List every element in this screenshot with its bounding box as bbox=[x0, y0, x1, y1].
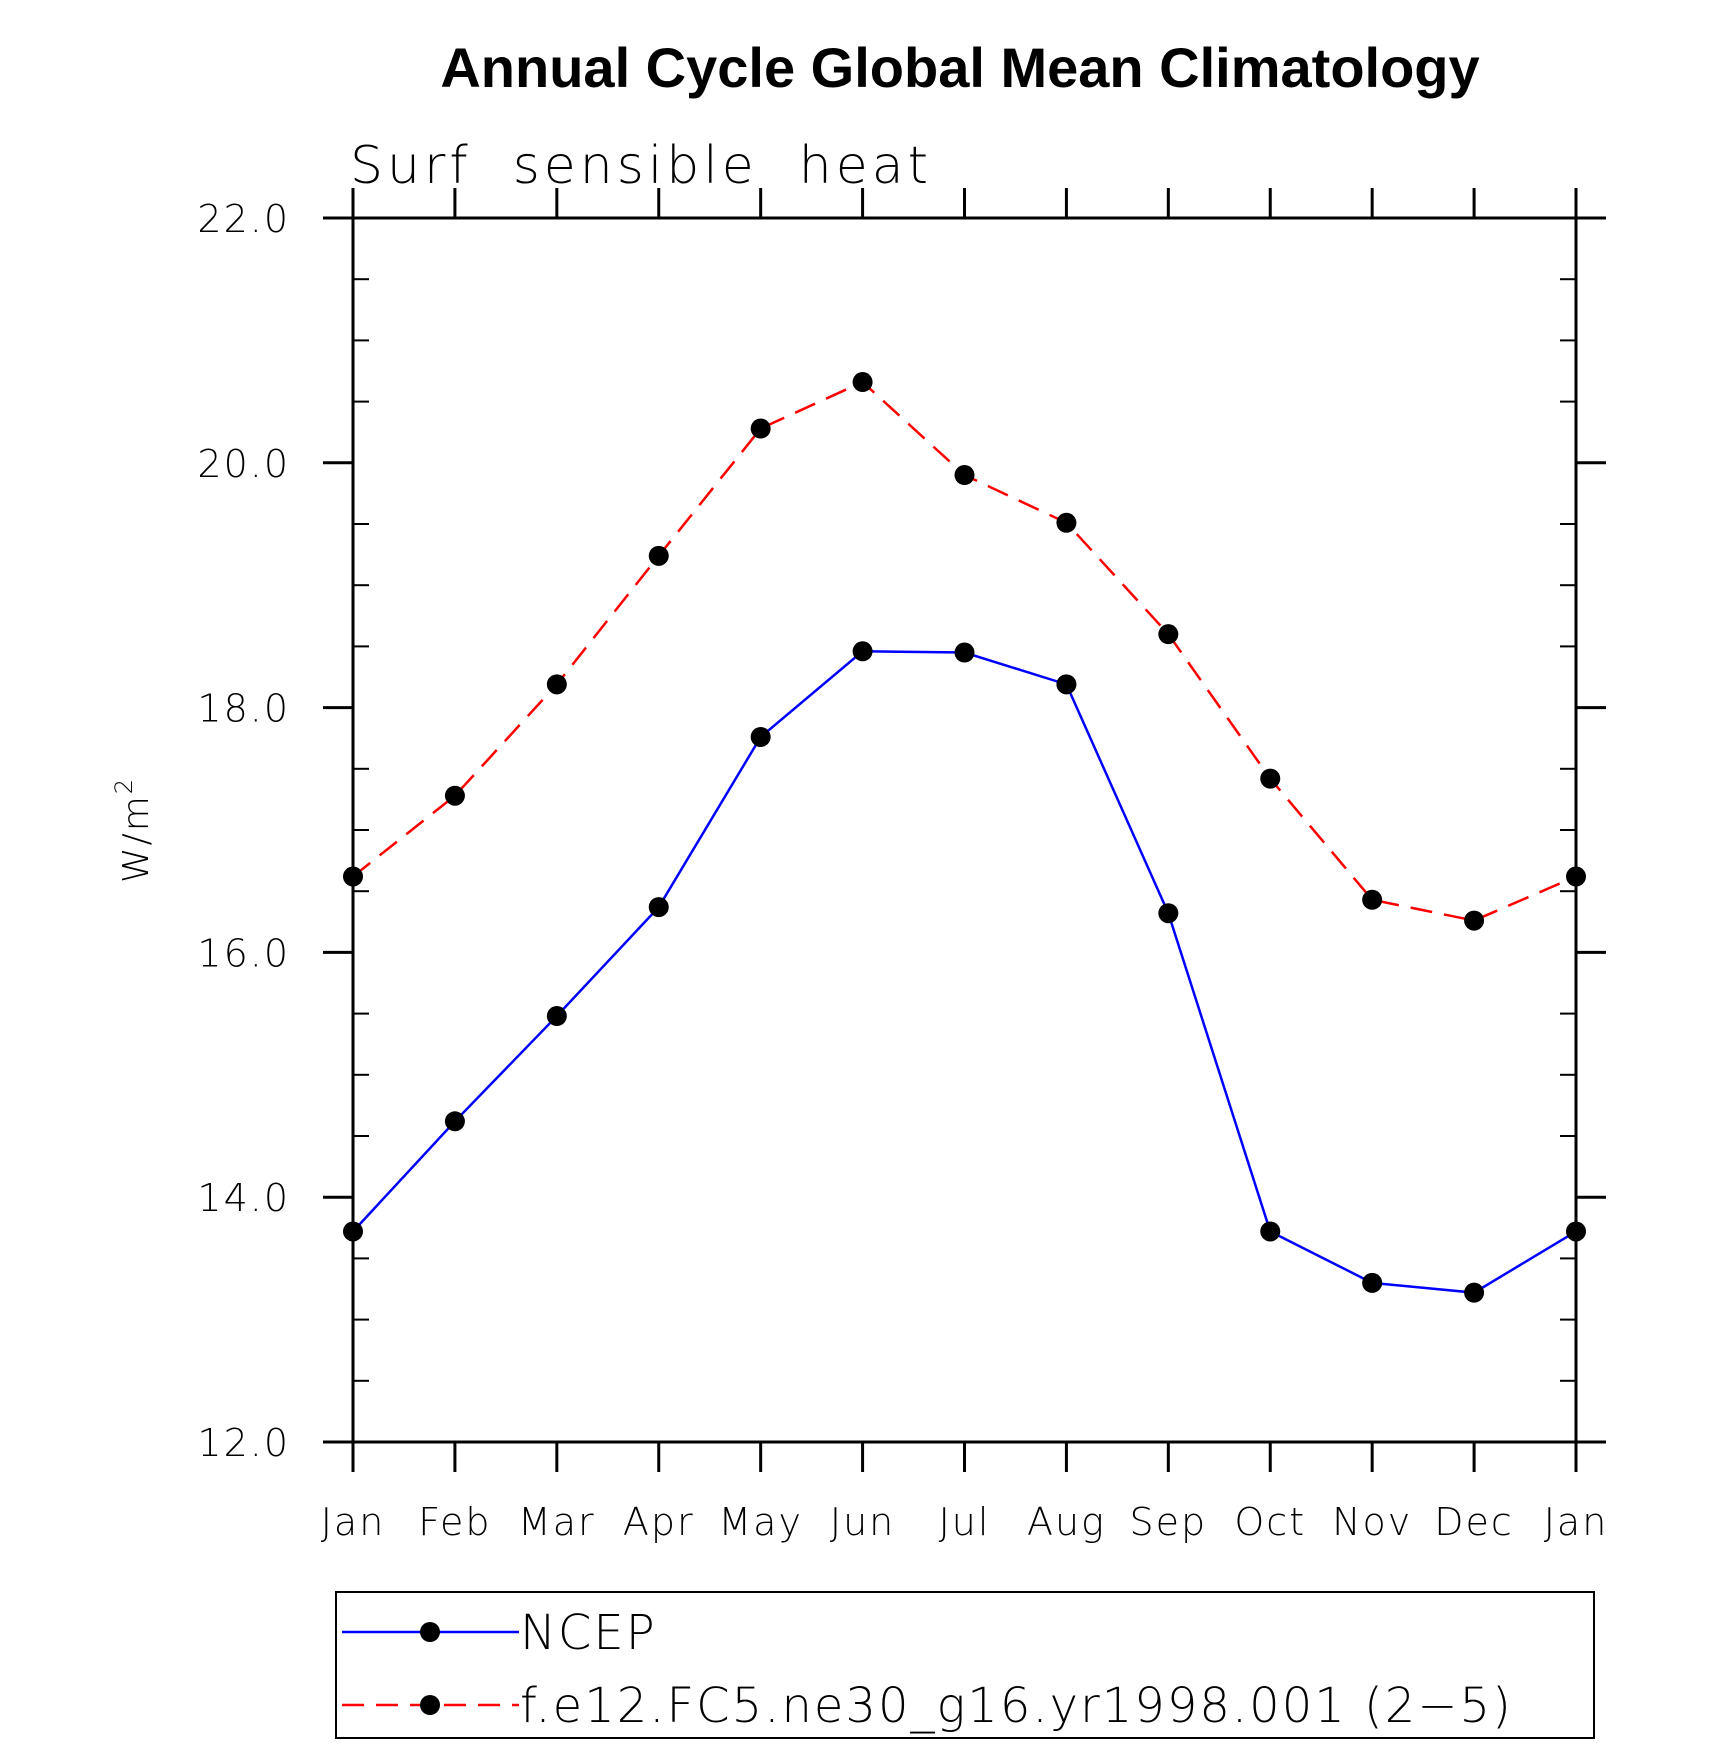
y-tick-label: 14.0 bbox=[197, 1176, 290, 1220]
data-point bbox=[343, 866, 363, 887]
legend: NCEP f.e12.FC5.ne30_g16.yr1998.001 (2−5) bbox=[335, 1591, 1595, 1739]
x-tick-label: Sep bbox=[1130, 1500, 1208, 1544]
y-ticks: 12.0 14.0 16.0 18.0 20.0 22.0 bbox=[197, 197, 1606, 1465]
x-tick-label: Aug bbox=[1027, 1500, 1106, 1544]
data-point bbox=[546, 1006, 567, 1027]
x-tick-label: Nov bbox=[1332, 1500, 1412, 1544]
data-point bbox=[750, 726, 771, 747]
minor-ticks bbox=[353, 278, 1576, 1382]
data-point bbox=[1056, 512, 1077, 533]
x-tick-label: May bbox=[718, 1500, 803, 1544]
data-point bbox=[1566, 1221, 1586, 1242]
x-tick-label: Mar bbox=[518, 1500, 596, 1544]
data-point bbox=[1362, 1272, 1383, 1293]
data-point bbox=[1566, 866, 1586, 887]
x-tick-label: Jan bbox=[321, 1500, 386, 1544]
chart-title: Annual Cycle Global Mean Climatology bbox=[440, 36, 1479, 99]
data-point bbox=[852, 372, 873, 393]
data-point bbox=[1260, 768, 1281, 789]
y-tick-label: 12.0 bbox=[197, 1421, 290, 1465]
x-tick-label: Dec bbox=[1434, 1500, 1514, 1544]
x-tick-label: Oct bbox=[1234, 1500, 1306, 1544]
x-tick-label: Apr bbox=[623, 1500, 695, 1544]
x-tick-label: Jun bbox=[830, 1500, 895, 1544]
plot-frame bbox=[351, 216, 1578, 1444]
x-tick-label: Jul bbox=[939, 1500, 991, 1544]
legend-marker-1 bbox=[420, 1695, 440, 1715]
x-ticks: Jan Feb Mar Apr May Jun Jul Aug Sep Oct Nov Dec Jan bbox=[321, 188, 1609, 1544]
y-axis-label-text: W/m bbox=[116, 794, 157, 883]
data-point bbox=[444, 1111, 465, 1132]
plot-border bbox=[351, 216, 1578, 1444]
data-point bbox=[1362, 889, 1383, 910]
data-point bbox=[1056, 674, 1077, 695]
data-point bbox=[1158, 903, 1179, 924]
data-point bbox=[648, 897, 669, 918]
legend-box bbox=[335, 1591, 1595, 1739]
svg-text:W/m2: W/m2 bbox=[110, 777, 157, 883]
y-axis-label: W/m2 bbox=[110, 777, 157, 883]
data-point bbox=[1260, 1221, 1281, 1242]
series-markers bbox=[343, 372, 1586, 1303]
series-line-0 bbox=[352, 650, 1577, 1294]
legend-label-0: NCEP bbox=[520, 1605, 657, 1661]
data-point bbox=[1464, 910, 1485, 931]
data-point bbox=[750, 418, 771, 439]
x-tick-label: Feb bbox=[418, 1500, 491, 1544]
legend-marker-0 bbox=[420, 1622, 440, 1642]
data-point bbox=[852, 641, 873, 662]
y-tick-label: 16.0 bbox=[197, 931, 290, 975]
y-tick-label: 18.0 bbox=[197, 687, 290, 731]
series-lines bbox=[352, 380, 1577, 1294]
data-point bbox=[1158, 624, 1179, 645]
data-point bbox=[1464, 1282, 1485, 1303]
data-point bbox=[444, 785, 465, 806]
data-point bbox=[648, 545, 669, 566]
y-axis-label-superscript: 2 bbox=[110, 777, 138, 794]
data-point bbox=[546, 674, 567, 695]
legend-label-1: f.e12.FC5.ne30_g16.yr1998.001 (2−5) bbox=[520, 1678, 1513, 1734]
x-tick-label: Jan bbox=[1544, 1500, 1609, 1544]
data-point bbox=[954, 465, 975, 486]
data-point bbox=[954, 642, 975, 663]
data-point bbox=[343, 1221, 363, 1242]
y-tick-label: 22.0 bbox=[197, 197, 290, 241]
chart-subtitle: Surf sensible heat bbox=[350, 136, 932, 196]
y-tick-label: 20.0 bbox=[197, 442, 290, 486]
